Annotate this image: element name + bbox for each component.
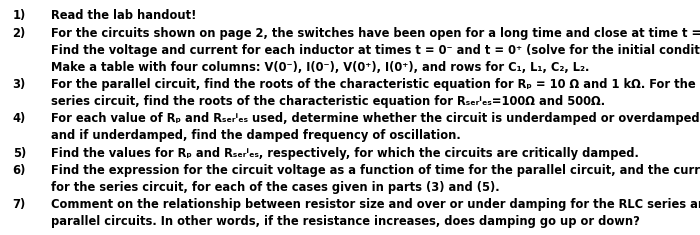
Text: Comment on the relationship between resistor size and over or under damping for : Comment on the relationship between resi… <box>51 198 700 211</box>
Text: For each value of Rₚ and Rₛₑᵣⁱₑₛ used, determine whether the circuit is underdam: For each value of Rₚ and Rₛₑᵣⁱₑₛ used, d… <box>51 112 700 125</box>
Text: Read the lab handout!: Read the lab handout! <box>51 9 197 22</box>
Text: For the parallel circuit, find the roots of the characteristic equation for Rₚ =: For the parallel circuit, find the roots… <box>51 78 696 91</box>
Text: series circuit, find the roots of the characteristic equation for Rₛₑᵣⁱₑₛ=100Ω a: series circuit, find the roots of the ch… <box>51 95 606 108</box>
Text: Make a table with four columns: V(0⁻), I(0⁻), V(0⁺), I(0⁺), and rows for C₁, L₁,: Make a table with four columns: V(0⁻), I… <box>51 61 589 74</box>
Text: Find the voltage and current for each inductor at times t = 0⁻ and t = 0⁺ (solve: Find the voltage and current for each in… <box>51 44 700 57</box>
Text: For the circuits shown on page 2, the switches have been open for a long time an: For the circuits shown on page 2, the sw… <box>51 27 700 39</box>
Text: for the series circuit, for each of the cases given in parts (3) and (5).: for the series circuit, for each of the … <box>51 181 500 194</box>
Text: 6): 6) <box>13 164 26 177</box>
Text: 1): 1) <box>13 9 26 22</box>
Text: Find the expression for the circuit voltage as a function of time for the parall: Find the expression for the circuit volt… <box>51 164 700 177</box>
Text: 4): 4) <box>13 112 26 125</box>
Text: 5): 5) <box>13 147 26 160</box>
Text: parallel circuits. In other words, if the resistance increases, does damping go : parallel circuits. In other words, if th… <box>51 215 640 228</box>
Text: 2): 2) <box>13 27 26 39</box>
Text: and if underdamped, find the damped frequency of oscillation.: and if underdamped, find the damped freq… <box>51 129 461 142</box>
Text: 7): 7) <box>13 198 26 211</box>
Text: Find the values for Rₚ and Rₛₑᵣⁱₑₛ, respectively, for which the circuits are cri: Find the values for Rₚ and Rₛₑᵣⁱₑₛ, resp… <box>51 147 639 160</box>
Text: 3): 3) <box>13 78 26 91</box>
